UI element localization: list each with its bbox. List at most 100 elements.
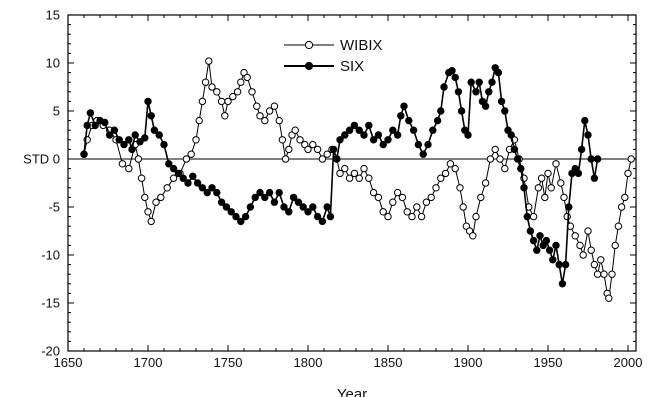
data-point (125, 164, 133, 173)
data-point (520, 184, 528, 192)
data-point (597, 256, 605, 264)
data-point (448, 67, 456, 75)
data-point (169, 164, 178, 173)
data-point (198, 184, 207, 192)
data-point (253, 102, 261, 110)
data-point (86, 109, 95, 117)
data-point (419, 150, 427, 158)
data-point (285, 208, 293, 216)
data-point (475, 78, 483, 86)
data-point (360, 131, 368, 139)
data-point (467, 78, 475, 86)
data-point (384, 212, 392, 221)
data-point (608, 270, 616, 278)
data-point (534, 184, 543, 192)
data-point (281, 155, 290, 163)
data-point (547, 184, 555, 192)
data-point (198, 97, 207, 106)
data-point (141, 134, 149, 142)
x-tick-label: 2000 (614, 355, 643, 370)
data-point (398, 193, 407, 202)
data-point (491, 145, 499, 154)
data-point (488, 78, 496, 86)
data-point (213, 188, 221, 197)
series-layer (80, 57, 635, 302)
y-tick-label: -15 (41, 296, 60, 311)
y-tick-label: -20 (41, 344, 60, 359)
data-point (374, 193, 383, 202)
data-point (369, 188, 378, 197)
data-point (309, 140, 317, 149)
series-wibix (80, 57, 635, 302)
data-point (432, 184, 440, 192)
data-point (237, 78, 245, 86)
data-point (182, 155, 191, 163)
data-point (451, 164, 459, 173)
data-point (237, 217, 245, 226)
data-point (614, 222, 623, 230)
data-point (241, 212, 250, 221)
data-point (565, 203, 573, 211)
data-point (329, 145, 338, 154)
data-point (265, 188, 274, 197)
data-point (128, 145, 136, 154)
data-point (413, 203, 421, 211)
data-point (593, 155, 602, 163)
data-point (477, 193, 485, 202)
data-point (179, 174, 187, 182)
data-point (232, 212, 240, 221)
data-point (229, 92, 237, 101)
data-point (584, 131, 592, 139)
data-point (393, 131, 402, 139)
data-point (561, 260, 570, 269)
data-point (227, 208, 235, 216)
data-point (187, 150, 195, 158)
x-tick-label: 1700 (134, 355, 163, 370)
x-tick-label: 1800 (294, 355, 323, 370)
data-point (464, 131, 472, 139)
data-point (552, 241, 560, 250)
x-tick-label: 1750 (214, 355, 243, 370)
data-point (118, 160, 127, 168)
data-point (379, 140, 387, 149)
data-point (360, 164, 368, 173)
data-point (208, 83, 216, 91)
data-point (131, 131, 139, 139)
data-point (157, 193, 165, 202)
data-point (405, 116, 413, 125)
data-point (280, 203, 288, 211)
y-tick-label: -5 (48, 200, 60, 215)
legend-item-wibix: WIBIX (284, 37, 383, 54)
data-point (433, 116, 442, 125)
data-point (459, 203, 467, 211)
data-point (523, 212, 531, 221)
data-point (552, 160, 560, 168)
data-point (350, 169, 359, 178)
data-point (536, 232, 544, 240)
data-point (481, 102, 490, 110)
x-axis-title: Year (337, 386, 367, 397)
data-point (472, 88, 480, 96)
data-point (429, 126, 437, 134)
plot-frame (67, 14, 637, 352)
data-point (105, 131, 114, 139)
y-tick-label: 10 (46, 56, 60, 71)
data-point (248, 88, 256, 96)
data-point (144, 97, 152, 106)
data-point (336, 169, 344, 178)
data-point (313, 212, 322, 221)
data-point (537, 174, 546, 182)
data-point (115, 136, 123, 144)
data-point (451, 73, 459, 82)
data-point (323, 203, 331, 211)
data-point (555, 260, 563, 269)
data-point (261, 193, 269, 202)
data-point (441, 169, 450, 178)
data-point (261, 116, 269, 125)
data-point (529, 236, 538, 245)
data-point (91, 121, 99, 130)
data-point (110, 126, 119, 134)
data-point (510, 145, 519, 154)
data-point (545, 246, 554, 254)
data-point (577, 145, 586, 154)
